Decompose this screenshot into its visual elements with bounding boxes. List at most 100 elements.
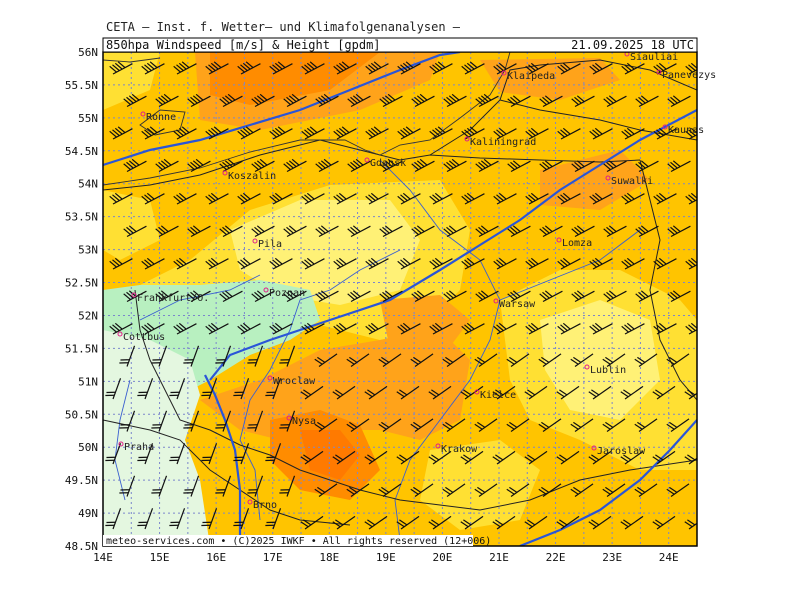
wind-barb — [315, 93, 339, 108]
wind-barb — [685, 192, 697, 205]
city-marker: Poznan — [263, 287, 305, 299]
wind-barb — [556, 515, 580, 530]
wind-barb — [219, 225, 243, 238]
wind-barb — [411, 225, 435, 238]
wind-barb — [300, 515, 324, 530]
wind-barb — [265, 508, 282, 530]
wind-barb — [155, 93, 179, 108]
wind-barb — [365, 192, 389, 205]
longitude-label: 24E — [659, 551, 679, 564]
wind-barb — [233, 508, 250, 530]
longitude-label: 15E — [150, 551, 170, 564]
wind-barb — [364, 385, 388, 400]
wind-barb — [666, 418, 690, 432]
wind-barb — [205, 257, 229, 270]
wind-barb — [570, 418, 594, 432]
wind-barb — [635, 225, 659, 238]
wind-barb — [429, 322, 453, 335]
wind-barb — [283, 290, 307, 303]
wind-barb — [205, 126, 229, 140]
wind-barb — [396, 450, 420, 465]
wind-barb — [653, 257, 677, 270]
city-marker: Kielce — [474, 389, 516, 401]
wind-barb — [506, 483, 530, 497]
city-marker: Cottbus — [117, 331, 165, 343]
wind-barb — [443, 158, 467, 173]
wind-barb — [333, 126, 357, 140]
wind-barb — [187, 158, 211, 173]
wind-barb — [123, 158, 147, 173]
wind-barb — [474, 483, 498, 497]
wind-barb — [215, 410, 232, 432]
city-label: Klaipeda — [507, 71, 555, 82]
wind-barb — [300, 385, 324, 400]
wind-barb — [151, 345, 168, 367]
wind-barb — [141, 322, 165, 335]
wind-barb — [506, 418, 530, 432]
wind-barb — [155, 158, 179, 173]
wind-barb — [379, 158, 403, 173]
wind-barb — [169, 378, 186, 400]
wind-barb — [557, 322, 581, 335]
wind-barb — [557, 192, 581, 205]
wind-barb — [187, 225, 211, 238]
wind-barb — [442, 483, 466, 497]
city-marker: Praha — [118, 441, 154, 453]
wind-barb — [251, 225, 275, 238]
wind-barb — [247, 410, 264, 432]
wind-barb — [589, 192, 613, 205]
city-label: Kaunas — [668, 125, 704, 136]
wind-barb — [105, 378, 122, 400]
wind-barb — [347, 290, 371, 303]
wind-barb — [428, 450, 452, 465]
wind-barb — [332, 385, 356, 400]
wind-barb — [205, 192, 229, 205]
wind-barb — [684, 519, 697, 530]
wind-barb — [283, 93, 307, 108]
wind-barb — [428, 385, 452, 400]
city-label: Panevezys — [662, 70, 716, 81]
wind-barb — [666, 483, 690, 497]
wind-barb — [524, 450, 548, 465]
height-contours — [103, 52, 697, 546]
city-dot — [556, 237, 562, 243]
wind-barb — [475, 93, 499, 108]
wind-barb — [396, 385, 420, 400]
wind-barb — [652, 450, 676, 465]
wind-barb — [141, 61, 165, 75]
wind-barb — [571, 290, 595, 303]
wind-barb — [301, 126, 325, 140]
wind-barb — [571, 160, 595, 173]
wind-barb — [301, 322, 325, 335]
wind-barb — [635, 160, 659, 173]
wind-barb — [602, 353, 626, 367]
wind-barb — [525, 322, 549, 335]
wind-barb — [634, 418, 658, 432]
wind-barb — [602, 483, 626, 497]
wind-barb — [137, 508, 154, 530]
wind-barb — [635, 290, 659, 303]
wind-barb — [652, 385, 676, 400]
wind-barb — [461, 257, 485, 270]
wind-barb — [347, 225, 371, 238]
city-label: Gdansk — [370, 158, 406, 169]
wind-barb — [119, 475, 136, 497]
wind-barb — [411, 158, 435, 173]
city-label: Lublin — [590, 365, 626, 376]
wind-barb — [109, 126, 133, 140]
wind-barb — [525, 62, 549, 75]
wind-barb — [187, 290, 211, 303]
wind-barb — [315, 225, 339, 238]
wind-barb — [183, 345, 200, 367]
wind-barb — [365, 61, 389, 75]
wind-barb — [589, 127, 613, 140]
wind-barb — [279, 475, 296, 497]
city-label: Jaroslaw — [597, 446, 646, 457]
wind-barb — [588, 450, 612, 465]
city-dot — [464, 136, 470, 142]
wind-barb — [621, 62, 645, 75]
wind-barb — [378, 483, 402, 497]
city-label: Koszalin — [228, 171, 276, 182]
wind-barb — [634, 353, 658, 367]
wind-barb — [557, 62, 581, 75]
